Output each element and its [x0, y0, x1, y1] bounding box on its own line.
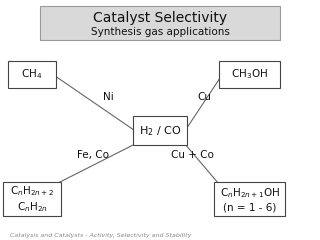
Text: Cu: Cu — [198, 92, 212, 102]
Text: C$_n$H$_{2n+1}$OH
(n = 1 - 6): C$_n$H$_{2n+1}$OH (n = 1 - 6) — [220, 186, 280, 212]
Text: CH$_3$OH: CH$_3$OH — [231, 67, 268, 81]
FancyBboxPatch shape — [40, 6, 280, 40]
Text: H$_2$ / CO: H$_2$ / CO — [139, 124, 181, 138]
FancyBboxPatch shape — [214, 182, 285, 216]
Text: Fe, Co: Fe, Co — [77, 150, 109, 160]
Text: Cu + Co: Cu + Co — [171, 150, 213, 160]
FancyBboxPatch shape — [3, 182, 61, 216]
FancyBboxPatch shape — [133, 116, 187, 145]
FancyBboxPatch shape — [8, 61, 56, 88]
Text: Synthesis gas applications: Synthesis gas applications — [91, 27, 229, 36]
Text: CH$_4$: CH$_4$ — [21, 67, 43, 81]
Text: Ni: Ni — [103, 92, 114, 102]
Text: Catalysis and Catalysts - Activity, Selectivity and Stability: Catalysis and Catalysts - Activity, Sele… — [10, 233, 191, 238]
Text: Catalyst Selectivity: Catalyst Selectivity — [93, 11, 227, 25]
Text: C$_n$H$_{2n+2}$
C$_n$H$_{2n}$: C$_n$H$_{2n+2}$ C$_n$H$_{2n}$ — [10, 184, 54, 215]
FancyBboxPatch shape — [219, 61, 280, 88]
